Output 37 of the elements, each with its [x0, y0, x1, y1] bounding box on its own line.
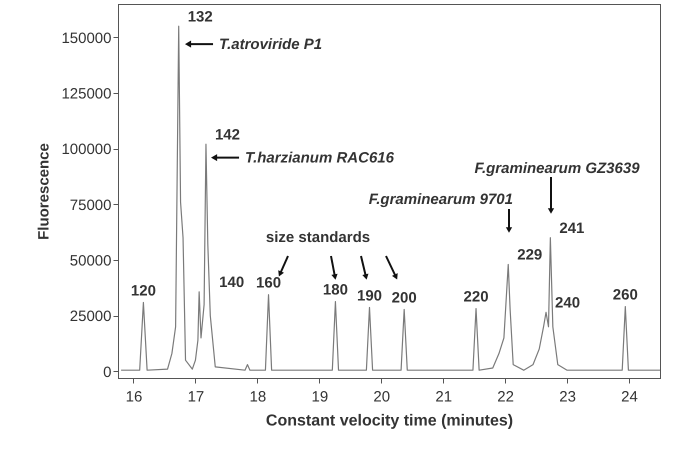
x-tick-label: 19	[311, 388, 328, 406]
y-tick-label: 150000	[61, 30, 112, 47]
x-tick-label: 18	[250, 388, 266, 406]
x-tick-label: 16	[126, 388, 142, 406]
y-tick-label: 0	[103, 364, 112, 381]
x-tick-label: 24	[621, 388, 638, 406]
annotation: F.graminearum GZ3639	[474, 160, 640, 177]
annotation: 229	[517, 246, 542, 264]
annotation: 260	[612, 286, 638, 304]
annotation: T.atroviride P1	[219, 36, 322, 54]
y-tick-label: 25000	[70, 308, 112, 326]
annotation: 200	[392, 289, 417, 306]
annotation: T.harzianum RAC616	[245, 150, 395, 167]
annotation: 241	[559, 220, 584, 237]
annotation: 140	[219, 274, 244, 291]
annotation: 180	[322, 282, 348, 299]
annotation: F.graminearum 9701	[368, 191, 513, 208]
y-tick-label: 50000	[70, 252, 112, 270]
y-tick-label: 125000	[61, 86, 112, 103]
annotation: 220	[464, 288, 489, 306]
y-tick-label: 75000	[70, 196, 112, 214]
annotation: size standards	[266, 229, 370, 246]
x-tick-label: 20	[373, 388, 390, 406]
annotation: 190	[356, 287, 382, 304]
x-tick-label: 23	[559, 388, 576, 406]
line-series	[120, 26, 661, 371]
x-tick-label: 22	[497, 388, 514, 406]
x-tick-label: 21	[435, 388, 452, 406]
x-axis-title: Constant velocity time (minutes)	[266, 412, 514, 430]
annotation: 160	[256, 274, 282, 292]
annotation: 120	[130, 282, 156, 300]
y-tick-label: 100000	[61, 141, 112, 158]
x-tick-label: 17	[188, 388, 204, 406]
annotation: 132	[188, 8, 213, 26]
annotation: 142	[214, 126, 240, 144]
annotation: 240	[555, 294, 580, 312]
y-axis-title: Fluorescence	[35, 143, 52, 240]
